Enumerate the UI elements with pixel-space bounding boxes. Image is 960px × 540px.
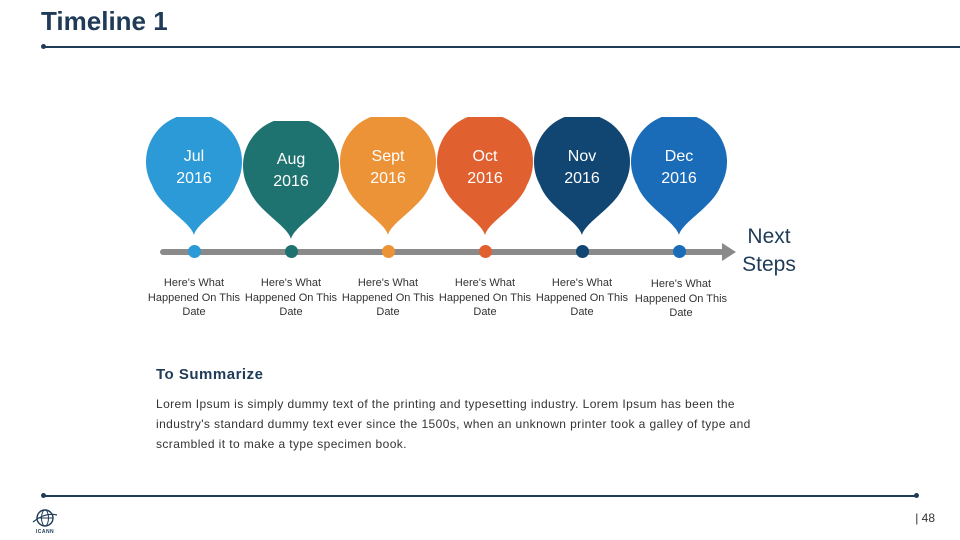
slide-title: Timeline 1: [41, 6, 168, 36]
pin-dec: Dec 2016: [631, 117, 727, 235]
summary-title: To Summarize: [156, 366, 264, 383]
pin-month: Nov: [567, 148, 597, 165]
caption-nov: Here's What Happened On This Date: [535, 277, 629, 318]
track-dot-dec: [673, 245, 686, 258]
top-rule-dot: [41, 44, 46, 49]
pin-shape: [437, 117, 533, 235]
track-dot-aug: [285, 245, 298, 258]
pin-shape: [631, 117, 727, 235]
pin-month: Jul: [183, 148, 205, 165]
pin-month: Dec: [664, 148, 694, 165]
pin-sept: Sept 2016: [340, 117, 436, 235]
bottom-rule: [44, 495, 916, 497]
track-dot-nov: [576, 245, 589, 258]
pin-month: Oct: [472, 148, 498, 165]
caption-aug: Here's What Happened On This Date: [244, 277, 338, 318]
pin-shape: [534, 117, 630, 235]
pin-month: Aug: [276, 151, 306, 168]
icann-logo: ICANN: [28, 508, 62, 538]
page-number: | 48: [915, 511, 935, 525]
pin-year: 2016: [370, 170, 406, 187]
track-dot-oct: [479, 245, 492, 258]
pin-year: 2016: [273, 173, 309, 190]
caption-jul: Here's What Happened On This Date: [147, 277, 241, 318]
next-steps-label: Next Steps: [742, 225, 796, 276]
bottom-rule-dot-left: [41, 493, 46, 498]
pin-year: 2016: [467, 170, 503, 187]
pin-shape: [340, 117, 436, 235]
pin-aug: Aug 2016: [243, 121, 339, 239]
pin-shape: [146, 117, 242, 235]
pin-nov: Nov 2016: [534, 117, 630, 235]
track-dot-jul: [188, 245, 201, 258]
caption-sept: Here's What Happened On This Date: [341, 277, 435, 318]
globe-icon: [32, 509, 58, 527]
pin-month: Sept: [371, 148, 405, 165]
timeline-track: [160, 249, 724, 255]
track-dot-sept: [382, 245, 395, 258]
caption-dec: Here's What Happened On This Date: [634, 278, 728, 319]
summary-text: Lorem Ipsum is simply dummy text of the …: [156, 397, 751, 451]
pin-year: 2016: [176, 170, 212, 187]
caption-oct: Here's What Happened On This Date: [438, 277, 532, 318]
pin-oct: Oct 2016: [437, 117, 533, 235]
top-rule: [44, 46, 960, 48]
pin-jul: Jul 2016: [146, 117, 242, 235]
bottom-rule-dot-right: [914, 493, 919, 498]
pin-shape: [243, 121, 339, 239]
logo-wordmark: ICANN: [35, 529, 55, 535]
timeline-arrow-head: [722, 243, 736, 261]
pin-year: 2016: [661, 170, 697, 187]
pin-year: 2016: [564, 170, 600, 187]
